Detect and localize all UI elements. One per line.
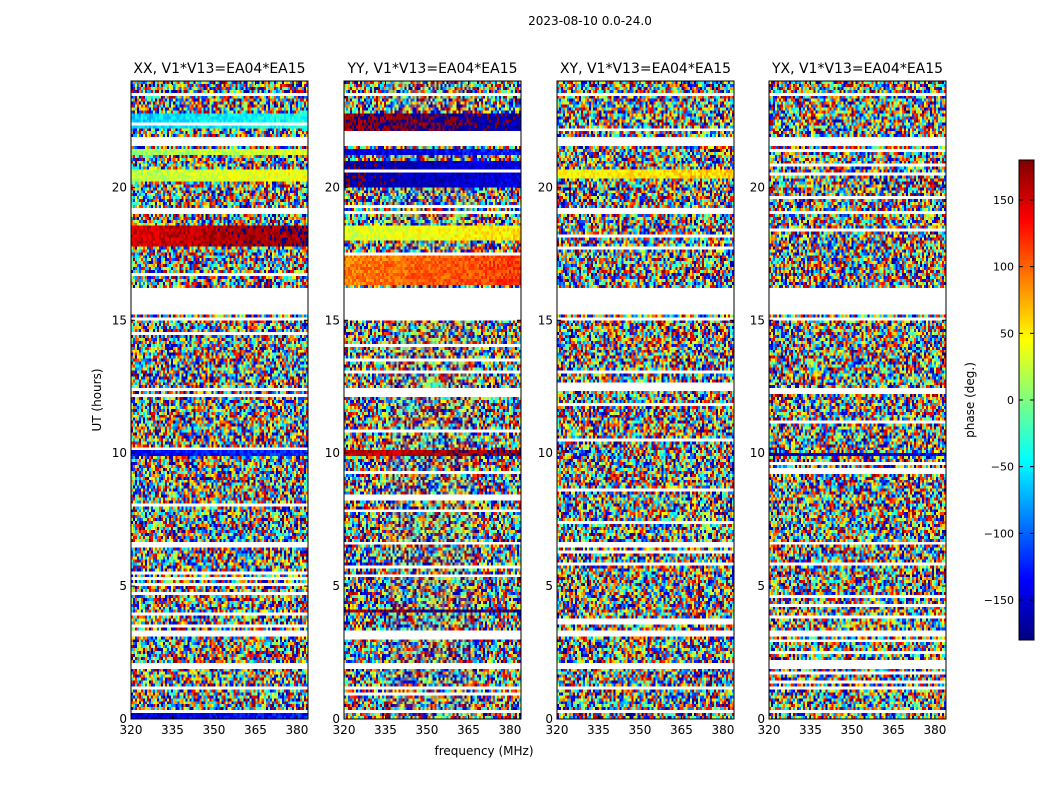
panel-title: YY, V1*V13=EA04*EA15	[346, 61, 517, 77]
panel-axes-frame	[768, 80, 947, 720]
colorbar-label: phase (deg.)	[963, 362, 977, 438]
y-tick-label: 0	[757, 712, 765, 726]
x-tick-label: 335	[587, 723, 610, 737]
x-tick-label: 380	[711, 723, 734, 737]
y-tick-label: 5	[757, 579, 765, 593]
panel-title: XY, V1*V13=EA04*EA15	[560, 61, 731, 77]
x-tick-label: 380	[285, 723, 308, 737]
y-tick-label: 15	[112, 313, 127, 327]
panel-4: YX, V1*V13=EA04*EA15 320 335 350 365 380 0 5 10 1…	[750, 61, 947, 737]
phase-heatmap-image	[344, 81, 521, 719]
y-tick-label: 10	[112, 446, 127, 460]
y-tick-label: 15	[750, 313, 765, 327]
panel-title: XX, V1*V13=EA04*EA15	[133, 61, 305, 77]
x-tick-label: 380	[498, 723, 521, 737]
panel-axes-frame	[556, 80, 735, 720]
y-tick-label: 10	[538, 446, 553, 460]
panel-axes-frame	[343, 80, 522, 720]
y-tick-label: 5	[119, 579, 127, 593]
x-tick-label: 335	[799, 723, 822, 737]
y-tick-label: 10	[325, 446, 340, 460]
x-tick-label: 320	[546, 723, 569, 737]
y-tick-label: 20	[750, 180, 765, 194]
panels-group: XX, V1*V13=EA04*EA15 320 335 350 365 380 0 5 10 1…	[112, 61, 947, 737]
y-tick-label: 5	[545, 579, 553, 593]
phase-heatmap-image	[769, 81, 946, 719]
x-tick-label: 350	[629, 723, 652, 737]
y-axis-label: UT (hours)	[90, 368, 104, 431]
x-tick-label: 365	[457, 723, 480, 737]
x-tick-label: 335	[161, 723, 184, 737]
colorbar-tick-label: 100	[993, 261, 1014, 274]
x-tick-label: 320	[120, 723, 143, 737]
colorbar-ticks: 150 100 50 0 −50 −100 −150	[984, 194, 1034, 607]
y-tick-label: 15	[325, 313, 340, 327]
colorbar-tick-label: −100	[984, 527, 1014, 540]
y-tick-label: 20	[112, 180, 127, 194]
x-tick-label: 380	[923, 723, 946, 737]
panel-1: XX, V1*V13=EA04*EA15 320 335 350 365 380 0 5 10 1…	[112, 61, 309, 737]
x-tick-label: 350	[203, 723, 226, 737]
panel-axes-frame	[130, 80, 309, 720]
y-tick-label: 20	[325, 180, 340, 194]
x-tick-label: 365	[244, 723, 267, 737]
y-tick-label: 20	[538, 180, 553, 194]
colorbar: 150 100 50 0 −50 −100 −150 phase (deg.)	[963, 159, 1035, 641]
y-tick-label: 10	[750, 446, 765, 460]
x-tick-label: 320	[333, 723, 356, 737]
panel-3: XY, V1*V13=EA04*EA15 320 335 350 365 380 0 5 10 1…	[538, 61, 735, 737]
x-tick-label: 335	[374, 723, 397, 737]
x-axis-label: frequency (MHz)	[434, 744, 533, 758]
colorbar-tick-label: 50	[1000, 327, 1014, 340]
x-tick-label: 365	[882, 723, 905, 737]
x-tick-label: 365	[670, 723, 693, 737]
panel-title: YX, V1*V13=EA04*EA15	[771, 61, 943, 77]
y-tick-label: 5	[332, 579, 340, 593]
x-tick-label: 350	[416, 723, 439, 737]
y-tick-label: 0	[545, 712, 553, 726]
y-tick-label: 15	[538, 313, 553, 327]
panel-2: YY, V1*V13=EA04*EA15 320 335 350 365 380 0 5 10 1…	[325, 61, 522, 737]
y-tick-label: 0	[119, 712, 127, 726]
phase-heatmap-image	[131, 81, 308, 719]
colorbar-tick-label: 0	[1007, 394, 1014, 407]
phase-heatmap-image	[557, 81, 734, 719]
figure-suptitle: 2023-08-10 0.0-24.0	[528, 14, 652, 28]
x-tick-label: 350	[841, 723, 864, 737]
colorbar-tick-label: −150	[984, 594, 1014, 607]
y-tick-label: 0	[332, 712, 340, 726]
colorbar-tick-label: 150	[993, 194, 1014, 207]
x-tick-label: 320	[758, 723, 781, 737]
colorbar-tick-label: −50	[991, 461, 1014, 474]
